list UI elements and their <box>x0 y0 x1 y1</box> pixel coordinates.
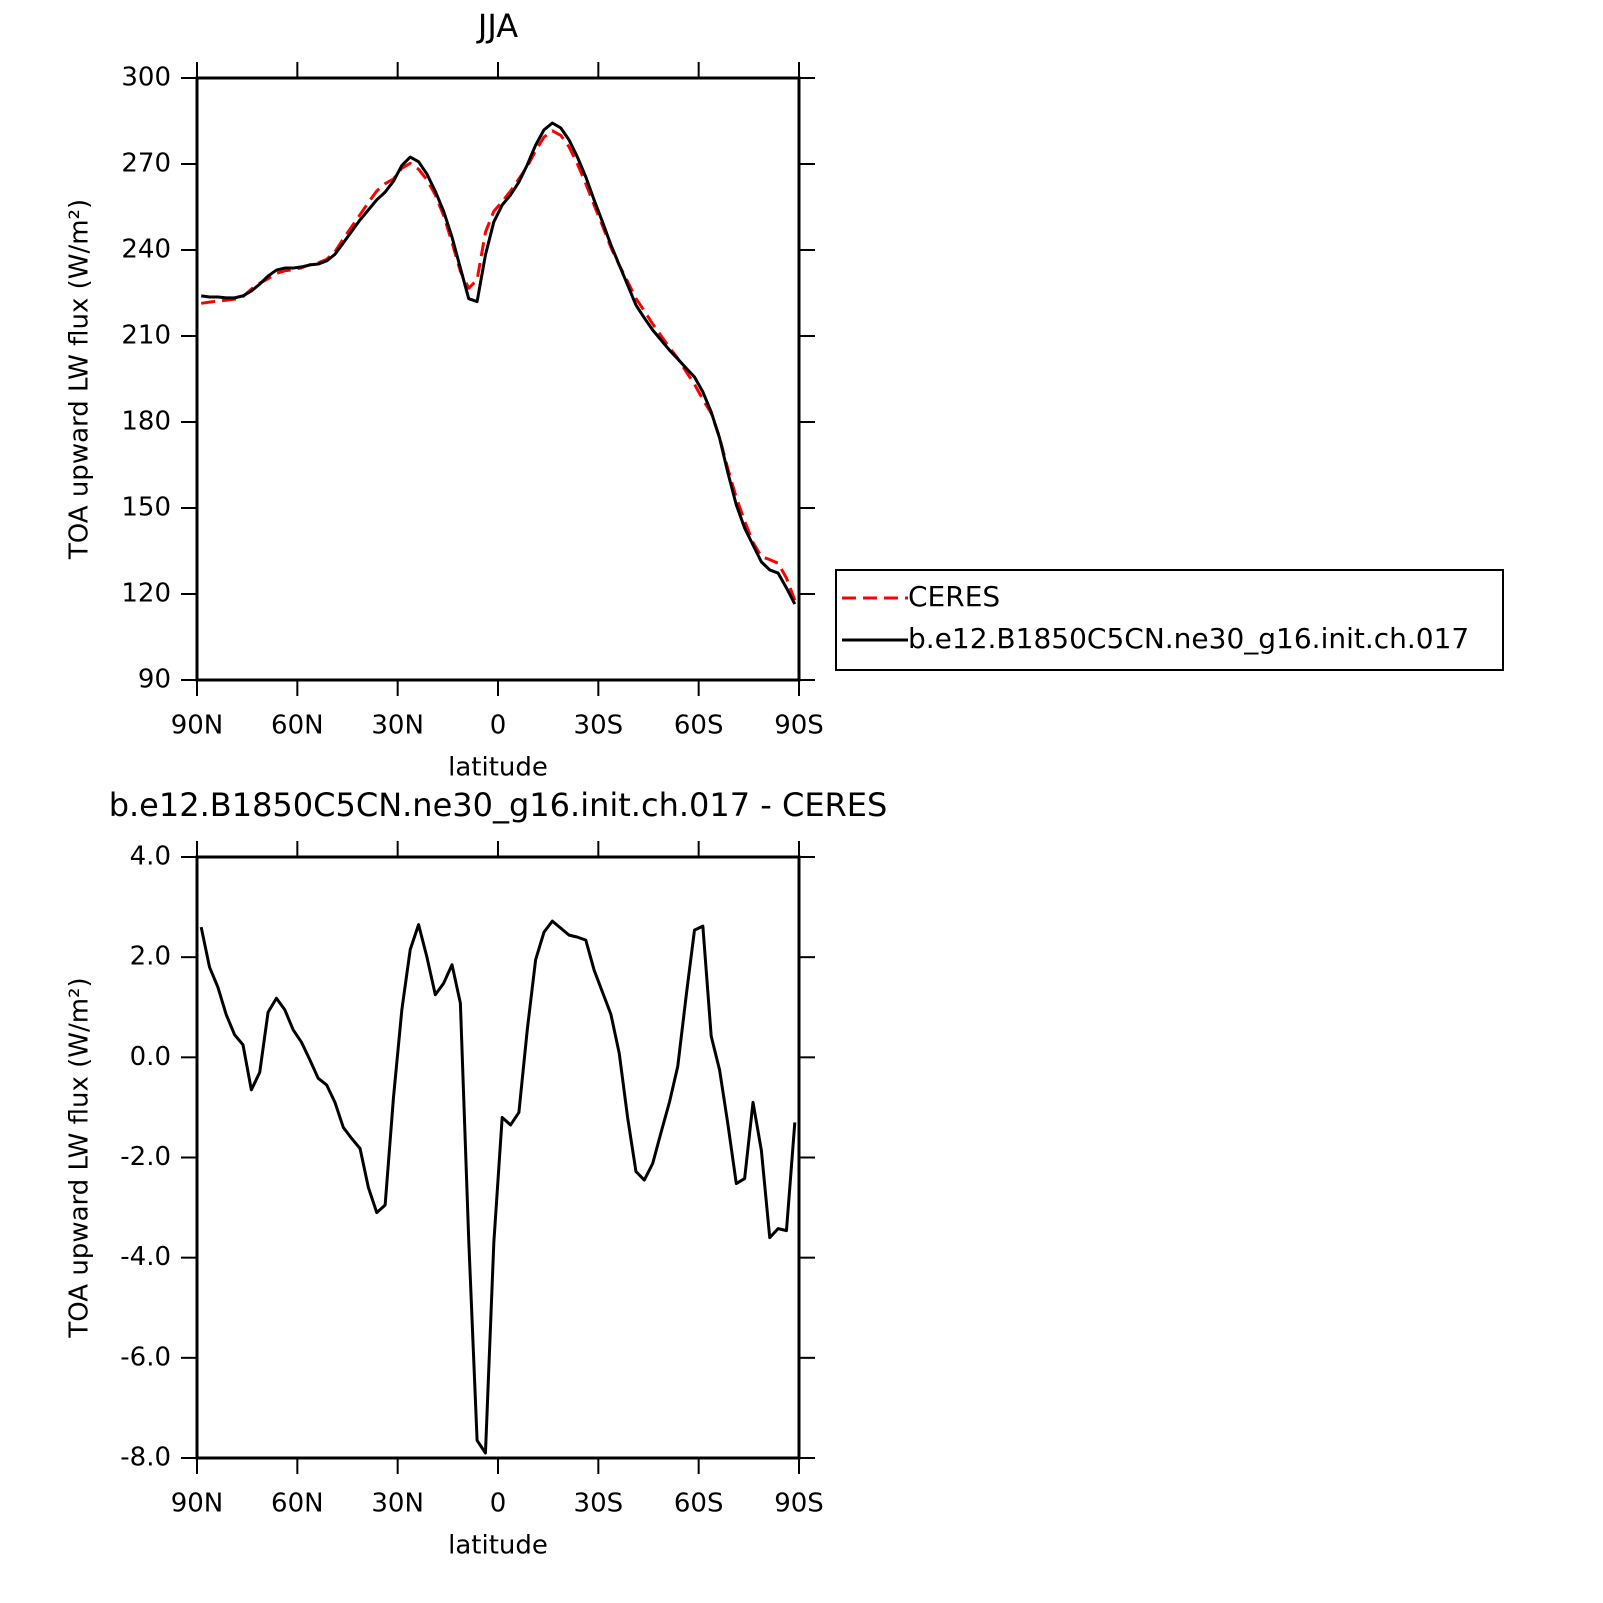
y-tick-label: 2.0 <box>130 942 171 972</box>
y-tick-label: 300 <box>121 63 171 93</box>
x-tick-label: 30S <box>574 711 624 741</box>
x-axis-label: latitude <box>448 1531 548 1561</box>
plot-frame <box>195 855 801 1460</box>
y-axis-label: TOA upward LW flux (W/m²) <box>65 977 95 1338</box>
data-line <box>200 129 797 601</box>
data-line <box>199 919 797 1455</box>
x-tick-label: 90S <box>774 711 824 741</box>
legend-box <box>835 569 1504 671</box>
x-tick-label: 90S <box>774 1489 824 1519</box>
x-tick-label: 30N <box>371 711 424 741</box>
y-tick-label: 0.0 <box>130 1042 171 1072</box>
y-tick-label: 150 <box>121 493 171 523</box>
y-tick-label: 270 <box>121 149 171 179</box>
y-tick-label: 180 <box>121 407 171 437</box>
x-tick-label: 30N <box>371 1489 424 1519</box>
x-tick-label: 60N <box>271 711 324 741</box>
x-axis-label: latitude <box>448 753 548 783</box>
plot-frame <box>195 76 801 682</box>
y-tick-label: -4.0 <box>120 1242 171 1272</box>
y-tick-label: 90 <box>138 665 171 695</box>
y-tick-label: 210 <box>121 321 171 351</box>
x-tick-label: 90N <box>171 711 224 741</box>
x-tick-label: 60S <box>674 711 724 741</box>
x-tick-label: 0 <box>490 1489 507 1519</box>
x-tick-label: 30S <box>574 1489 624 1519</box>
x-tick-label: 0 <box>490 711 507 741</box>
chart-title: b.e12.B1850C5CN.ne30_g16.init.ch.017 - C… <box>109 786 888 824</box>
x-tick-label: 60S <box>674 1489 724 1519</box>
x-tick-label: 60N <box>271 1489 324 1519</box>
y-axis-label: TOA upward LW flux (W/m²) <box>65 199 95 560</box>
y-tick-label: 120 <box>121 579 171 609</box>
y-tick-label: 240 <box>121 235 171 265</box>
y-tick-label: 4.0 <box>130 842 171 872</box>
data-line <box>200 121 797 605</box>
y-tick-label: -6.0 <box>120 1342 171 1372</box>
legend-label: CERES <box>908 580 1000 613</box>
x-tick-label: 90N <box>171 1489 224 1519</box>
y-tick-label: -8.0 <box>120 1443 171 1473</box>
legend-label: b.e12.B1850C5CN.ne30_g16.init.ch.017 <box>908 622 1469 655</box>
chart-title: JJA <box>476 7 518 45</box>
y-tick-label: -2.0 <box>120 1142 171 1172</box>
